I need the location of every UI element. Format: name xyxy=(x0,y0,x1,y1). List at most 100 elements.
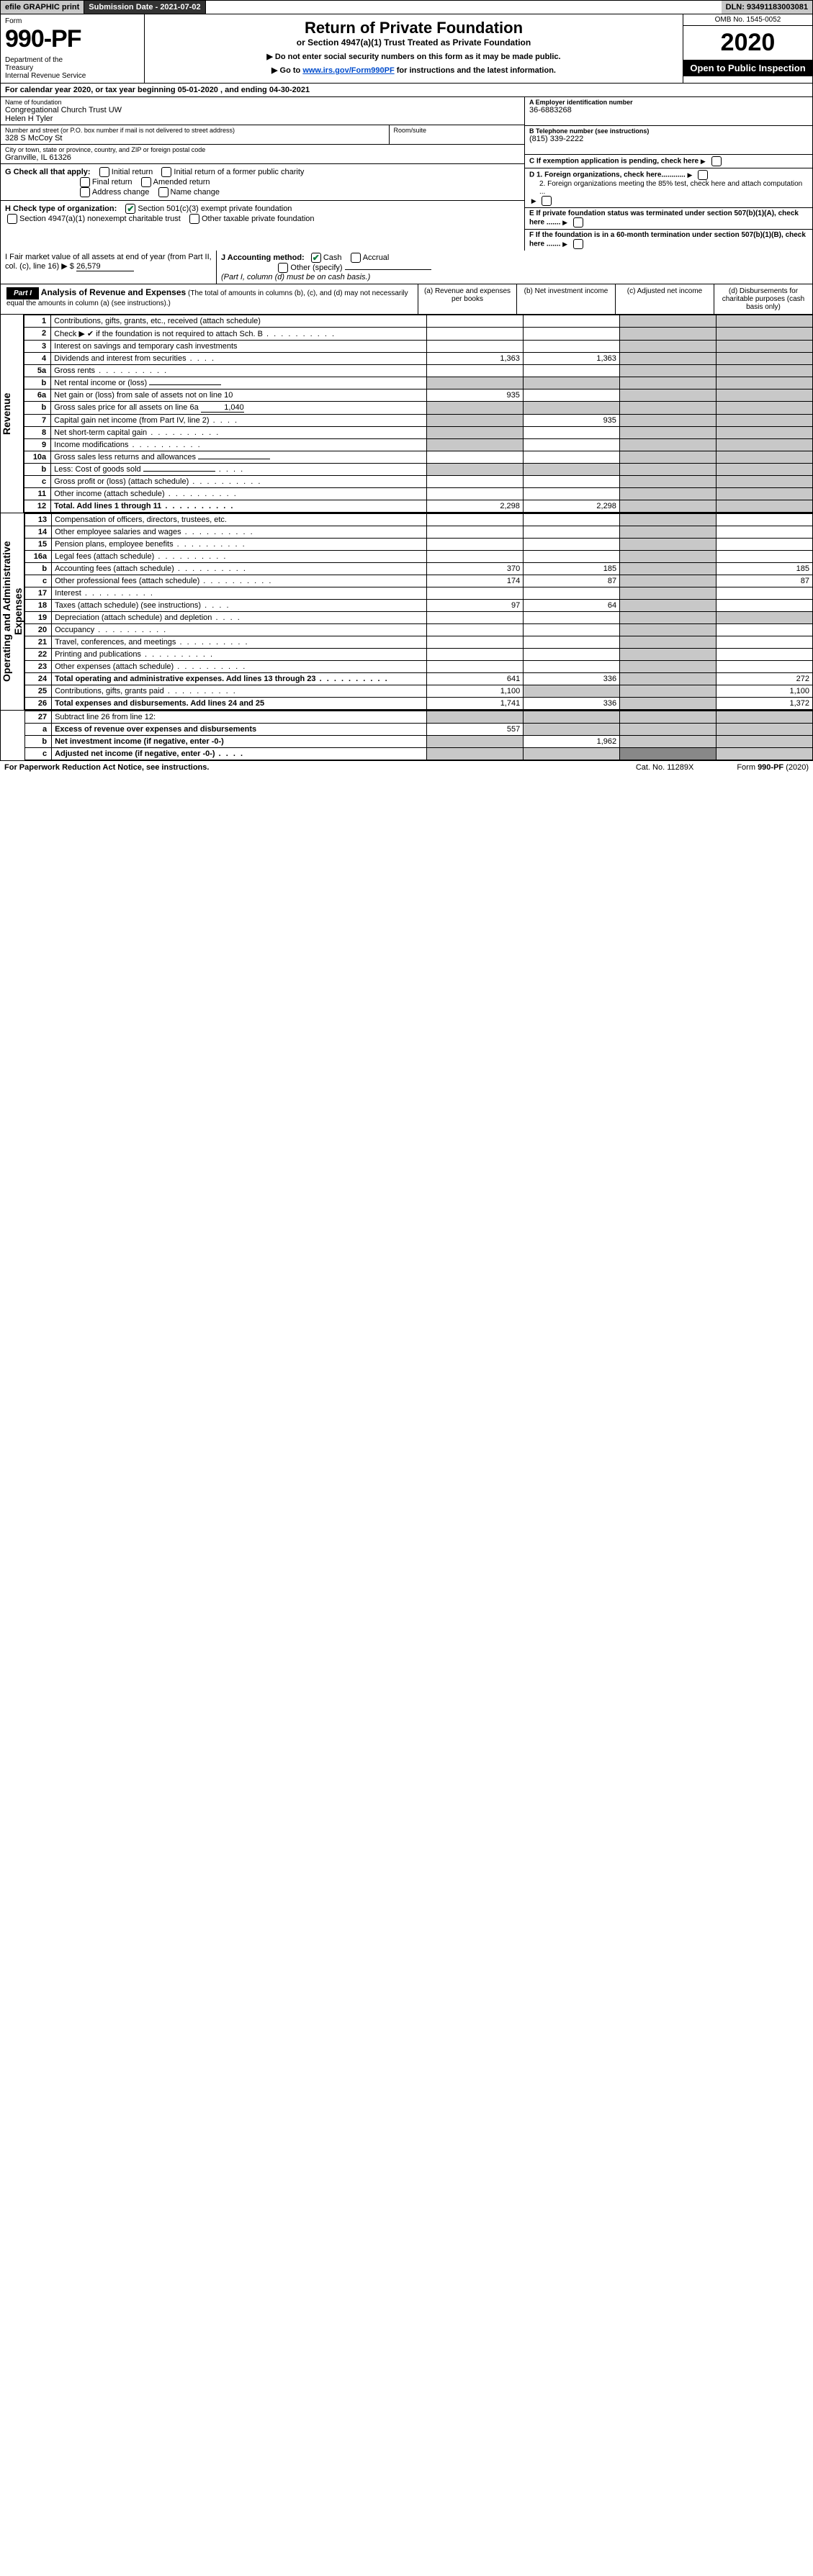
row-description: Gross profit or (loss) (attach schedule) xyxy=(51,476,427,488)
cell-value: 87 xyxy=(717,575,813,587)
cell-value xyxy=(427,649,524,661)
other-taxable-checkbox[interactable] xyxy=(189,214,199,224)
row-description: Compensation of officers, directors, tru… xyxy=(52,514,427,526)
d2-checkbox[interactable] xyxy=(542,196,552,206)
cell-value xyxy=(620,587,717,600)
cell-value xyxy=(620,600,717,612)
cell-value: 97 xyxy=(427,600,524,612)
header-left: Form 990-PF Department of theTreasuryInt… xyxy=(1,14,145,83)
instruction-1: ▶ Do not enter social security numbers o… xyxy=(151,52,677,61)
omb-number: OMB No. 1545-0052 xyxy=(683,14,812,26)
cell-value: 1,100 xyxy=(427,685,524,698)
row-number: 1 xyxy=(24,315,51,328)
d1-checkbox[interactable] xyxy=(698,170,708,180)
row-description: Total expenses and disbursements. Add li… xyxy=(52,698,427,710)
row-number: 25 xyxy=(25,685,52,698)
tel-label: B Telephone number (see instructions) xyxy=(529,127,649,135)
row-number: c xyxy=(25,748,52,760)
row-description: Total. Add lines 1 through 11 xyxy=(51,500,427,513)
subtract-table: 27Subtract line 26 from line 12:aExcess … xyxy=(24,711,813,760)
part1-title: Analysis of Revenue and Expenses xyxy=(41,287,186,297)
row-description: Adjusted net income (if negative, enter … xyxy=(52,748,427,760)
row-number: 6a xyxy=(24,389,51,402)
arrow-icon xyxy=(562,240,569,248)
other-method-checkbox[interactable] xyxy=(278,263,288,273)
h-section: H Check type of organization: Section 50… xyxy=(1,201,524,227)
cell-value xyxy=(716,353,812,365)
cell-value xyxy=(716,500,812,513)
tel-cell: B Telephone number (see instructions) (8… xyxy=(525,126,812,155)
cell-value xyxy=(524,526,620,539)
final-return-checkbox[interactable] xyxy=(80,177,90,187)
cell-value xyxy=(717,624,813,636)
row-number: 26 xyxy=(25,698,52,710)
footer-form-no: 990-PF xyxy=(758,763,783,772)
cell-value xyxy=(524,612,620,624)
instruction-2: ▶ Go to www.irs.gov/Form990PF for instru… xyxy=(151,66,677,75)
cell-value xyxy=(524,649,620,661)
expenses-table: 13Compensation of officers, directors, t… xyxy=(24,513,813,710)
c-checkbox[interactable] xyxy=(711,156,722,166)
revenue-sidetab: Revenue xyxy=(0,315,24,513)
cell-value xyxy=(620,551,717,563)
row-number: 18 xyxy=(25,600,52,612)
row-description: Printing and publications xyxy=(52,649,427,661)
row-description: Net short-term capital gain xyxy=(51,427,427,439)
dept-label: Department of theTreasuryInternal Revenu… xyxy=(5,56,140,80)
cell-value xyxy=(523,439,619,451)
d2-label: 2. Foreign organizations meeting the 85%… xyxy=(529,180,808,196)
row-number: 22 xyxy=(25,649,52,661)
cell-value xyxy=(619,377,716,389)
info-grid: Name of foundation Congregational Church… xyxy=(0,97,813,251)
f-checkbox[interactable] xyxy=(573,239,583,249)
cell-value: 1,741 xyxy=(427,698,524,710)
cell-value: 557 xyxy=(427,724,524,736)
cell-value: 272 xyxy=(717,673,813,685)
cell-value: 87 xyxy=(524,575,620,587)
initial-return-checkbox[interactable] xyxy=(99,167,109,177)
cell-value xyxy=(620,685,717,698)
efile-label: efile GRAPHIC print xyxy=(1,1,84,14)
cal-mid: , and ending xyxy=(220,86,269,94)
4947a1-checkbox[interactable] xyxy=(7,214,17,224)
cell-value: 1,962 xyxy=(524,736,620,748)
cell-value xyxy=(524,748,620,760)
part1-desc-cell: Part I Analysis of Revenue and Expenses … xyxy=(1,284,418,314)
address-change-checkbox[interactable] xyxy=(80,187,90,197)
ein-label: A Employer identification number xyxy=(529,99,633,106)
e-checkbox[interactable] xyxy=(573,217,583,228)
row-number: 11 xyxy=(24,488,51,500)
cash-checkbox[interactable] xyxy=(311,253,321,263)
tax-year: 2020 xyxy=(683,26,812,60)
501c3-checkbox[interactable] xyxy=(125,204,135,214)
cell-value xyxy=(619,451,716,464)
cell-value xyxy=(620,563,717,575)
cell-value xyxy=(523,488,619,500)
row-description: Pension plans, employee benefits xyxy=(52,539,427,551)
cell-value xyxy=(620,748,717,760)
name-change-checkbox[interactable] xyxy=(158,187,169,197)
cell-value xyxy=(620,539,717,551)
initial-former-checkbox[interactable] xyxy=(161,167,171,177)
irs-link[interactable]: www.irs.gov/Form990PF xyxy=(302,66,394,75)
paperwork-notice: For Paperwork Reduction Act Notice, see … xyxy=(4,763,636,772)
row-number: 3 xyxy=(24,341,51,353)
cell-value xyxy=(619,402,716,415)
d1-label: D 1. Foreign organizations, check here..… xyxy=(529,171,686,179)
cell-value xyxy=(524,685,620,698)
subtract-spacer xyxy=(1,711,24,760)
g-opt-1: Initial return of a former public charit… xyxy=(174,168,304,176)
row-description: Net gain or (loss) from sale of assets n… xyxy=(51,389,427,402)
accrual-checkbox[interactable] xyxy=(351,253,361,263)
arrow-icon xyxy=(701,158,707,166)
amended-return-checkbox[interactable] xyxy=(141,177,151,187)
subtract-section: 27Subtract line 26 from line 12:aExcess … xyxy=(0,711,813,761)
cell-value: 2,298 xyxy=(523,500,619,513)
cell-value xyxy=(716,315,812,328)
row-number: 23 xyxy=(25,661,52,673)
cell-value xyxy=(524,711,620,724)
cell-value xyxy=(717,587,813,600)
row-description: Other income (attach schedule) xyxy=(51,488,427,500)
row-number: 8 xyxy=(24,427,51,439)
row-number: b xyxy=(24,464,51,476)
